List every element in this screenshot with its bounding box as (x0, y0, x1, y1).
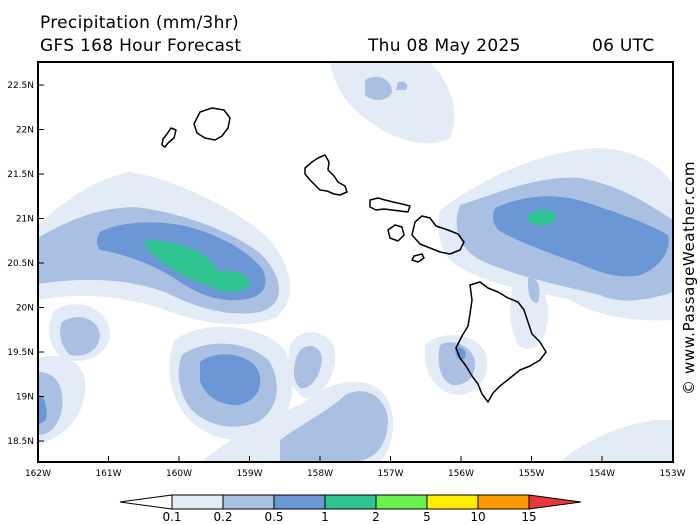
kauai-island (193, 107, 231, 141)
kahoolawe-island (411, 253, 425, 263)
lon-label: 156W (448, 469, 474, 479)
precipitation-legend: 0.1 0.2 0.5 1 2 5 10 15 (119, 494, 582, 524)
hawaii-coastlines (161, 107, 547, 403)
legend-label: 5 (423, 510, 431, 524)
precip-band-medium (38, 76, 673, 462)
longitude-axis: 162W 161W 160W 159W 158W 157W 156W 155W 154W 153W (25, 456, 686, 479)
legend-swatch (324, 494, 377, 510)
legend-label: 10 (470, 510, 485, 524)
maui-island (411, 215, 465, 255)
legend-swatch (171, 494, 224, 510)
lat-label: 20N (16, 304, 34, 314)
legend-swatch (426, 494, 479, 510)
big-island (455, 281, 547, 403)
legend-label: 0.2 (213, 510, 232, 524)
legend-arrow-left (119, 494, 173, 510)
legend-label: 15 (521, 510, 536, 524)
site-credit: © www.PassageWeather.com (680, 160, 698, 395)
legend-label: 1 (321, 510, 329, 524)
legend-label: 0.1 (162, 510, 181, 524)
legend-label: 0.5 (264, 510, 283, 524)
lon-label: 154W (589, 469, 615, 479)
lat-label: 18.5N (7, 437, 34, 447)
niihau-island (161, 127, 177, 148)
lat-label: 19.5N (7, 348, 34, 358)
lat-label: 21.5N (7, 170, 34, 180)
oahu-island (304, 154, 348, 196)
lon-label: 161W (95, 469, 121, 479)
legend-arrow-right (528, 494, 582, 510)
map-frame (37, 61, 674, 463)
lat-label: 22N (16, 126, 34, 136)
map-title: Precipitation (mm/3hr) (40, 13, 239, 33)
lon-label: 160W (166, 469, 192, 479)
lat-label: 21N (16, 215, 34, 225)
lat-label: 22.5N (7, 81, 34, 91)
precipitation-field (38, 62, 673, 462)
lon-label: 159W (236, 469, 262, 479)
lon-label: 157W (377, 469, 403, 479)
lat-label: 20.5N (7, 259, 34, 269)
forecast-date: Thu 08 May 2025 (368, 36, 521, 56)
molokai-island (369, 197, 411, 213)
lat-label: 19N (16, 393, 34, 403)
legend-label: 2 (372, 510, 380, 524)
lon-label: 158W (307, 469, 333, 479)
legend-swatch (477, 494, 530, 510)
precip-band-green (142, 209, 556, 292)
lanai-island (387, 224, 405, 242)
latitude-axis: 22.5N 22N 21.5N 21N 20.5N 20N 19.5N 19N 18.5N (7, 81, 44, 447)
forecast-subtitle: GFS 168 Hour Forecast (40, 36, 242, 56)
forecast-time: 06 UTC (592, 36, 655, 56)
legend-swatch (273, 494, 326, 510)
legend-swatch (222, 494, 275, 510)
lon-label: 153W (659, 469, 685, 479)
lon-label: 155W (518, 469, 544, 479)
lon-label: 162W (25, 469, 51, 479)
legend-swatch (375, 494, 428, 510)
